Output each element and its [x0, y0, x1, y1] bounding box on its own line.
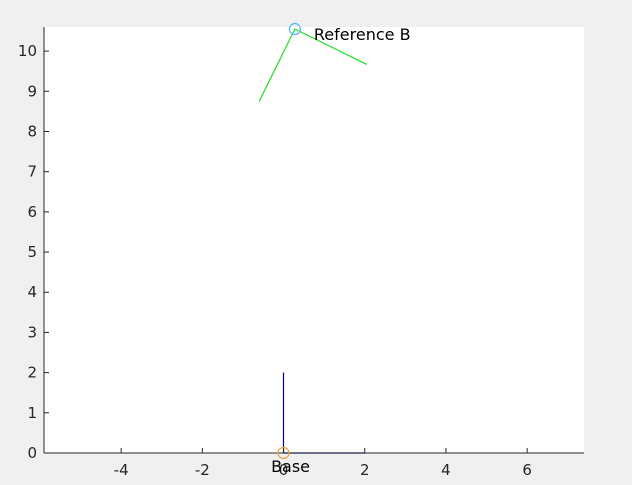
x-tick-label: 2 [360, 461, 370, 479]
x-tick-label: -2 [195, 461, 210, 479]
y-tick-label: 0 [27, 444, 37, 462]
point-marker-circle [288, 22, 302, 36]
y-tick-label: 5 [27, 243, 37, 261]
y-tick-label: 4 [27, 283, 37, 301]
y-tick-label: 9 [27, 82, 37, 100]
series-line-reference-b-frame [258, 28, 368, 102]
y-tick-label: 7 [27, 163, 37, 181]
y-tick-label: 1 [27, 404, 37, 422]
y-ticks: 0 1 2 3 4 5 6 7 8 9 10 [18, 42, 49, 462]
x-ticks: -4 -2 0 2 4 6 [114, 448, 532, 479]
point-marker-circle [277, 446, 290, 460]
x-tick-label: 0 [279, 461, 289, 479]
axis-lines [43, 27, 584, 454]
y-tick-label: 8 [27, 122, 37, 140]
y-tick-label: 6 [27, 203, 37, 221]
y-tick-label: 10 [18, 42, 37, 60]
x-tick-label: 4 [441, 461, 451, 479]
y-tick-label: 3 [27, 323, 37, 341]
axes-background [44, 27, 584, 453]
y-tick-label: 2 [27, 364, 37, 382]
x-tick-label: -4 [114, 461, 129, 479]
reference-b-label: Reference B [314, 25, 411, 44]
x-tick-label: 6 [522, 461, 532, 479]
point-markers: Base Reference B [271, 22, 411, 476]
base-label: Base [271, 457, 310, 476]
